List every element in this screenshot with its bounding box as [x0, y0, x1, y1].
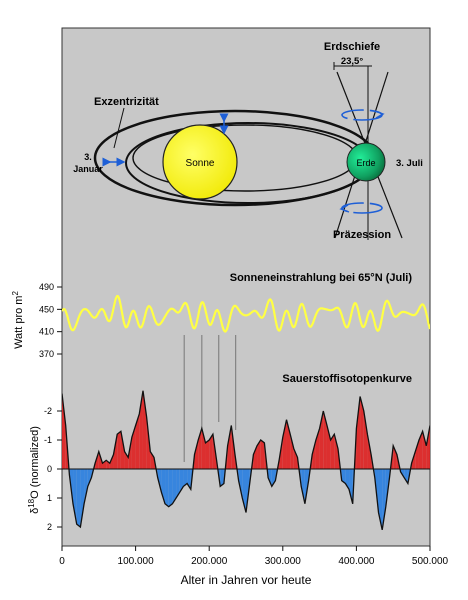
- isotope-cold-area: [301, 469, 305, 504]
- isotope-warm-area: [360, 396, 364, 469]
- insolation-ylabel: Watt pro m2: [11, 291, 25, 349]
- isotope-warm-area: [257, 440, 261, 469]
- isotope-cold-area: [84, 469, 88, 504]
- x-tick-label: 100.000: [118, 556, 155, 567]
- isotope-cold-area: [165, 469, 169, 507]
- orbit-diagram: Sonne Exzentrizität 3. Januar Erdschiefe…: [73, 41, 423, 241]
- isotope-warm-area: [135, 413, 140, 469]
- isotope-ytick-label: -2: [44, 406, 52, 416]
- isotope-title: Sauerstoffisotopenkurve: [282, 373, 412, 385]
- precession-arrow-icon: [339, 204, 350, 213]
- isotope-ytick-label: 1: [47, 493, 52, 503]
- isotope-warm-area: [422, 431, 427, 469]
- isotope-warm-area: [312, 440, 316, 469]
- precession-arrow-icon: [374, 110, 385, 119]
- isotope-cold-area: [349, 469, 353, 504]
- isotope-warm-area: [113, 434, 118, 469]
- isotope-warm-area: [334, 434, 338, 469]
- x-tick-label: 500.000: [412, 556, 449, 567]
- january-label-month: Januar: [73, 164, 103, 174]
- sun-icon: [162, 124, 238, 200]
- isotope-warm-area: [120, 431, 125, 469]
- isotope-warm-area: [415, 440, 419, 469]
- isotope-warm-area: [393, 445, 397, 469]
- isotope-cold-area: [341, 469, 346, 484]
- isotope-warm-area: [323, 411, 327, 469]
- isotope-warm-area: [356, 396, 361, 469]
- insolation-title: Sonneneinstrahlung bei 65°N (Juli): [230, 272, 413, 284]
- isotope-cold-area: [76, 469, 81, 527]
- isotope-warm-area: [282, 419, 287, 469]
- obliquity-label: Erdschiefe: [324, 41, 380, 53]
- insolation-ytick-label: 410: [39, 327, 54, 337]
- isotope-warm-area: [426, 425, 430, 469]
- insolation-series-line: [62, 294, 430, 333]
- isotope-warm-area: [117, 431, 121, 469]
- earth-icon: [346, 142, 386, 182]
- isotope-warm-area: [363, 411, 368, 469]
- x-tick-label: 200.000: [191, 556, 228, 567]
- isotope-warm-area: [62, 393, 66, 469]
- isotope-warm-area: [131, 425, 136, 469]
- isotope-warm-area: [194, 440, 199, 469]
- isotope-warm-area: [418, 431, 423, 469]
- isotope-cold-area: [172, 469, 177, 504]
- x-tick-label: 400.000: [338, 556, 375, 567]
- obliquity-value: 23,5°: [341, 56, 363, 67]
- isotope-cold-area: [179, 469, 184, 493]
- isotope-warm-area: [253, 445, 258, 469]
- insolation-ytick-label: 370: [39, 349, 54, 359]
- isotope-cold-area: [80, 469, 85, 527]
- isotope-cold-area: [271, 469, 276, 487]
- insolation-ytick-label: 450: [39, 304, 54, 314]
- isotope-warm-area: [293, 448, 298, 469]
- excentricity-pointer: [113, 107, 125, 149]
- isotope-warm-area: [201, 428, 206, 469]
- isotope-warm-area: [290, 434, 294, 469]
- isotope-cold-area: [382, 469, 386, 530]
- isotope-cold-area: [87, 469, 92, 487]
- isotope-warm-area: [260, 440, 265, 469]
- january-label-day: 3.: [84, 152, 92, 162]
- correlation-lines: [183, 335, 237, 462]
- isotope-chart: Sauerstoffisotopenkurve -2 -1 0 1 2 δ18O (no…: [27, 373, 430, 532]
- isotope-warm-area: [205, 440, 210, 469]
- isotope-series-line: [62, 390, 430, 531]
- isotope-cold-area: [168, 469, 173, 507]
- isotope-ytick-label: 2: [47, 522, 52, 532]
- isotope-cold-area: [73, 469, 77, 525]
- isotope-warm-area: [106, 460, 110, 469]
- excentricity-label: Exzentrizität: [94, 96, 159, 108]
- july-label: 3. Juli: [396, 158, 423, 169]
- isotope-cold-area: [404, 469, 408, 484]
- insolation-chart: Sonneneinstrahlung bei 65°N (Juli) 490 45…: [11, 272, 430, 359]
- isotope-warm-area: [209, 434, 213, 469]
- isotope-cold-area: [268, 469, 272, 487]
- sun-label: Sonne: [186, 158, 215, 169]
- isotope-ytick-label: 0: [47, 464, 52, 474]
- isotope-warm-area: [102, 460, 107, 469]
- earth-label: Erde: [356, 158, 375, 168]
- precession-label: Präzession: [333, 229, 391, 241]
- x-tick-label: 300.000: [265, 556, 302, 567]
- isotope-cold-area: [176, 469, 180, 498]
- insolation-ytick-label: 490: [39, 282, 54, 292]
- x-tick-label: 0: [59, 556, 65, 567]
- isotope-ylabel: δ18O (normalized): [27, 426, 41, 514]
- isotope-warm-area: [227, 425, 232, 469]
- isotope-ytick-label: -1: [44, 435, 52, 445]
- isotope-warm-area: [330, 434, 335, 469]
- x-axis-label: Alter in Jahren vor heute: [181, 573, 312, 587]
- isotope-cold-area: [183, 469, 188, 487]
- x-axis: 0 100.000 200.000 300.000 400.000 500.000: [59, 546, 449, 567]
- isotope-cold-area: [220, 469, 224, 487]
